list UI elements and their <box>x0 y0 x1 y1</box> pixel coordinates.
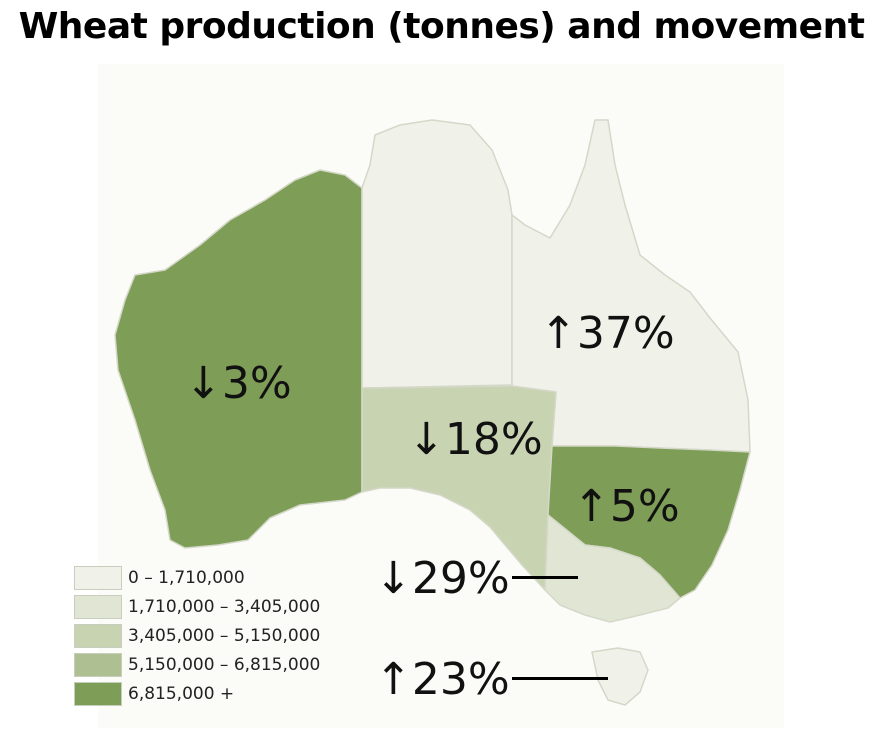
legend-swatch <box>74 595 122 619</box>
legend-swatch <box>74 624 122 648</box>
legend-swatch <box>74 566 122 590</box>
legend-item: 1,710,000 – 3,405,000 <box>74 595 320 619</box>
legend-swatch <box>74 682 122 706</box>
legend-item: 5,150,000 – 6,815,000 <box>74 653 320 677</box>
legend-item: 0 – 1,710,000 <box>74 566 320 590</box>
movement-label-western-australia: ↓3% <box>185 358 292 409</box>
legend-label: 5,150,000 – 6,815,000 <box>128 655 321 675</box>
map-legend: 0 – 1,710,000 1,710,000 – 3,405,000 3,40… <box>74 566 320 711</box>
victoria-leader-line <box>512 576 578 579</box>
legend-swatch <box>74 653 122 677</box>
legend-label: 0 – 1,710,000 <box>128 568 245 588</box>
movement-label-queensland: ↑37% <box>540 308 675 359</box>
movement-label-new-south-wales: ↑5% <box>573 481 680 532</box>
movement-label-victoria: ↓29% <box>375 553 510 604</box>
tasmania-leader-line <box>512 677 608 680</box>
movement-label-south-australia: ↓18% <box>408 414 543 465</box>
movement-label-tasmania: ↑23% <box>375 654 510 705</box>
region-south-australia[interactable] <box>361 385 557 591</box>
region-western-australia[interactable] <box>114 169 363 549</box>
map-title: Wheat production (tonnes) and movement <box>18 6 865 47</box>
region-victoria[interactable] <box>544 514 681 623</box>
legend-item: 6,815,000 + <box>74 682 320 706</box>
legend-label: 6,815,000 + <box>128 684 235 704</box>
legend-label: 3,405,000 – 5,150,000 <box>128 626 321 646</box>
region-northern-territory[interactable] <box>361 119 513 389</box>
region-tasmania[interactable] <box>591 647 649 706</box>
legend-label: 1,710,000 – 3,405,000 <box>128 597 321 617</box>
legend-item: 3,405,000 – 5,150,000 <box>74 624 320 648</box>
